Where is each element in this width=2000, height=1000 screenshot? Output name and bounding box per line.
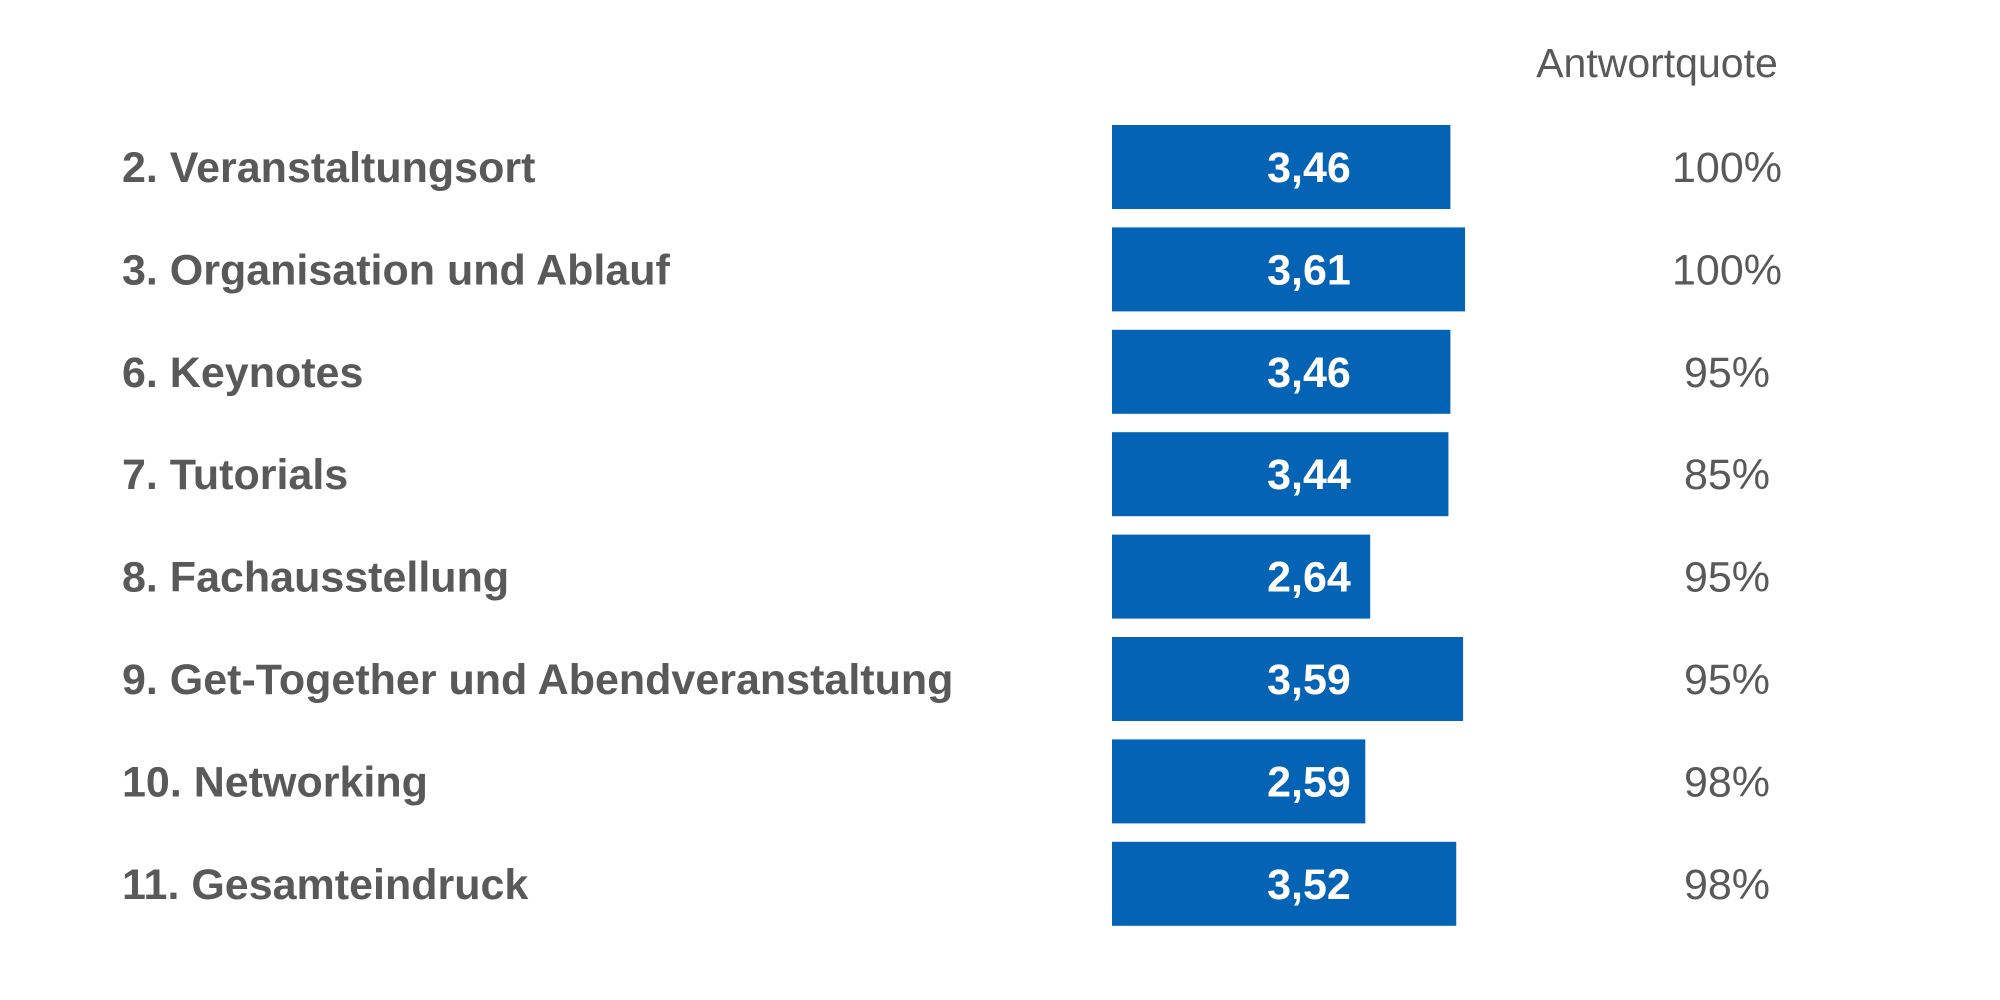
category-label: 11. Gesamteindruck [122, 861, 528, 909]
bar [1112, 841, 1457, 926]
category-label: 6. Keynotes [122, 349, 363, 397]
bar-value-label: 2,59 [1267, 758, 1351, 806]
chart-rows: 2. Veranstaltungsort 3,46 100% 3. Organisat… [122, 125, 1782, 926]
bar [1112, 739, 1366, 824]
bar-value-label: 3,46 [1267, 144, 1351, 192]
response-rate-value: 95% [1684, 349, 1770, 397]
bar [1112, 329, 1451, 414]
response-rate-header: Antwortquote [1536, 40, 1778, 86]
bar-value-label: 3,46 [1267, 349, 1351, 397]
bar-value-label: 3,61 [1267, 246, 1351, 294]
category-label: 2. Veranstaltungsort [122, 144, 535, 192]
response-rate-value: 85% [1684, 451, 1770, 499]
category-label: 9. Get-Together und Abendveranstaltung [122, 656, 953, 704]
bar [1112, 432, 1449, 517]
category-label: 3. Organisation und Ablauf [122, 246, 671, 294]
bar [1112, 637, 1464, 721]
bar [1112, 227, 1466, 312]
bar [1112, 125, 1451, 209]
bar-value-label: 3,52 [1267, 861, 1351, 909]
response-rate-value: 98% [1684, 861, 1770, 909]
response-rate-value: 100% [1672, 246, 1782, 294]
bar [1112, 534, 1371, 619]
response-rate-value: 100% [1672, 144, 1782, 192]
category-label: 7. Tutorials [122, 451, 348, 499]
response-rate-value: 95% [1684, 554, 1770, 602]
bar-value-label: 3,59 [1267, 656, 1351, 704]
bar-value-label: 2,64 [1267, 554, 1351, 602]
category-label: 8. Fachausstellung [122, 554, 509, 602]
bar-value-label: 3,44 [1267, 451, 1351, 499]
category-label: 10. Networking [122, 758, 428, 806]
response-rate-value: 95% [1684, 656, 1770, 704]
response-rate-value: 98% [1684, 758, 1770, 806]
